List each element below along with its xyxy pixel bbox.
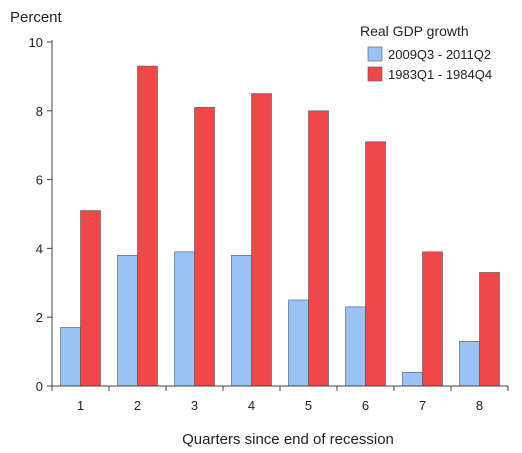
bar-series1-q8: [459, 340, 480, 387]
x-axis-title: Quarters since end of recession: [182, 431, 394, 448]
bar-series1-q5: [288, 299, 309, 387]
y-tick-label: 2: [36, 310, 43, 325]
legend-label-2: 1983Q1 - 1984Q4: [388, 67, 492, 82]
y-tick-label: 0: [36, 379, 43, 394]
x-tick-label: 1: [77, 398, 84, 413]
bar-series1-q2: [117, 254, 138, 387]
x-tick-label: 8: [476, 398, 483, 413]
bar-series1-q3: [174, 251, 195, 387]
x-tick-label: 4: [248, 398, 255, 413]
bar-series2-q2: [137, 65, 158, 387]
legend-swatch-1: [367, 46, 383, 62]
bar-series2-q3: [194, 107, 215, 387]
x-tick-label: 5: [305, 398, 312, 413]
y-tick-label: 4: [36, 241, 43, 256]
bar-series1-q1: [60, 327, 81, 387]
x-tick-label: 3: [191, 398, 198, 413]
y-tick-label: 6: [36, 173, 43, 188]
plot-area: [60, 65, 500, 387]
bar-series2-q1: [80, 210, 101, 387]
bar-series2-q6: [365, 141, 386, 387]
legend-swatch-2: [367, 66, 383, 82]
bar-series2-q8: [479, 272, 500, 387]
bar-series2-q4: [251, 93, 272, 387]
y-tick-label: 10: [29, 35, 43, 50]
legend-title: Real GDP growth: [360, 23, 469, 39]
x-axis: 1 2 3 4 5 6 7 8: [51, 385, 509, 413]
y-axis: 0 2 4 6 8 10: [29, 35, 53, 394]
legend: Real GDP growth 2009Q3 - 2011Q2 1983Q1 - …: [360, 23, 492, 82]
bar-series2-q7: [422, 251, 443, 387]
bar-series2-q5: [308, 110, 329, 387]
y-axis-title: Percent: [10, 9, 63, 26]
x-tick-label: 6: [362, 398, 369, 413]
bar-series1-q4: [231, 254, 252, 387]
x-tick-label: 2: [134, 398, 141, 413]
x-tick-label: 7: [419, 398, 426, 413]
y-tick-label: 8: [36, 104, 43, 119]
bar-series1-q6: [345, 306, 366, 387]
legend-label-1: 2009Q3 - 2011Q2: [388, 47, 491, 62]
bar-series1-q7: [402, 371, 423, 387]
